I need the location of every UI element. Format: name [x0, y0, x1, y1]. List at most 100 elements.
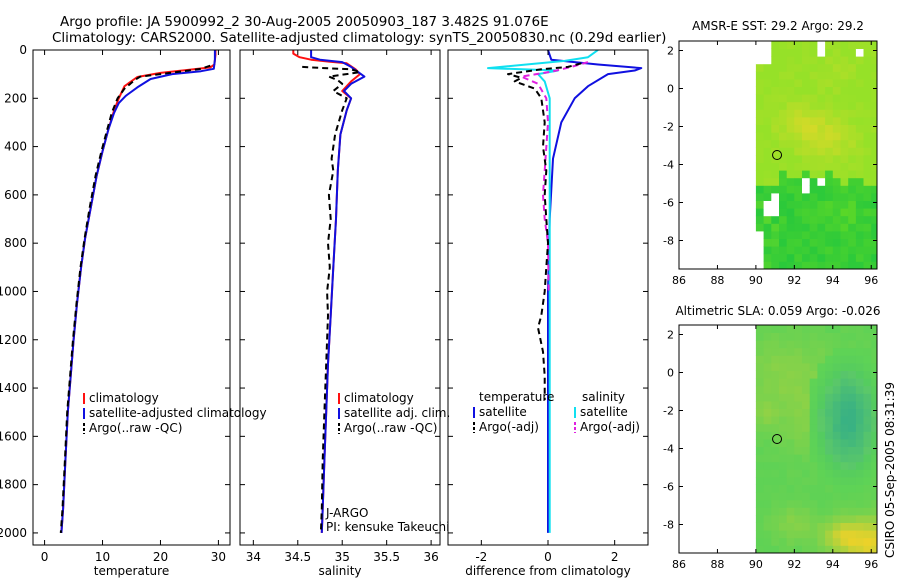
sst_map-cell — [832, 155, 841, 163]
sla_map-cell — [809, 431, 818, 440]
sla_map-cell — [755, 537, 764, 546]
sla_map-cell — [802, 507, 811, 516]
sla_map-cell — [825, 340, 834, 349]
sst_map-cell — [825, 155, 834, 163]
sst_map-cell — [802, 185, 811, 194]
sst_map-cell — [802, 63, 811, 72]
sst_map-cell — [855, 162, 864, 171]
sst_map-cell — [794, 215, 803, 224]
depth-tick-label: 2000 — [0, 526, 27, 540]
sla_map-cell — [779, 347, 788, 356]
sst_map-cell — [817, 147, 826, 156]
sst_map-cell — [840, 109, 849, 118]
sst_map-cell — [794, 109, 803, 118]
sst_map-cell — [809, 200, 818, 209]
sla_map-cell — [786, 408, 795, 417]
salinity-xlabel: salinity — [318, 564, 361, 578]
sla_map-cell — [817, 439, 826, 447]
sst_map-cell — [809, 71, 818, 80]
difference-legend-entry: satellite — [580, 405, 628, 419]
sla_map-cell — [763, 537, 772, 546]
sla_map-cell — [755, 507, 764, 516]
sla_map-cell — [855, 370, 864, 379]
sst_map-cell — [809, 177, 818, 186]
depth-tick-label: 0 — [19, 43, 27, 57]
sst_map-cell — [794, 177, 803, 186]
sla_map-cell — [755, 385, 764, 394]
sla_map-cell — [771, 431, 780, 440]
sst_map-cell — [855, 185, 864, 194]
sla_map-cell — [863, 385, 872, 394]
sst_map-cell — [786, 261, 795, 269]
sst_map-cell — [779, 101, 788, 110]
sla_map-cell — [809, 522, 818, 531]
sst_map-cell — [755, 193, 764, 201]
sla_map-cell — [825, 378, 834, 387]
sst_map-cell — [794, 86, 803, 95]
temperature-series-0 — [60, 50, 217, 533]
sst_map-cell — [840, 132, 849, 141]
sla_map-cell — [855, 454, 864, 463]
temperature-xtick-label: 0 — [41, 550, 49, 564]
sst_map-cell — [863, 162, 872, 171]
sst_map-cell — [809, 63, 818, 72]
sst_map-cell — [786, 147, 795, 156]
sst_map-cell — [809, 86, 818, 95]
sla_map-cell — [840, 355, 849, 364]
sst_map-cell — [871, 215, 877, 224]
sla_map-cell — [855, 378, 864, 387]
sla_map-cell — [848, 484, 857, 493]
sla_map-cell — [863, 378, 872, 387]
sla_map-cell — [794, 401, 803, 409]
sla_map-cell — [825, 461, 834, 470]
sla_map-cell — [755, 469, 764, 478]
sst_map-cell — [832, 109, 841, 118]
sla_map-cell — [825, 492, 834, 501]
temperature-xtick-label: 10 — [95, 550, 110, 564]
sst_map-cell — [832, 48, 841, 57]
sst_map-cell — [817, 109, 826, 118]
sst_map-cell — [840, 208, 849, 217]
sst_map-cell — [771, 79, 780, 87]
sst_map-cell — [794, 41, 803, 49]
sla_map-cell — [786, 423, 795, 432]
sst_map-cell — [771, 231, 780, 239]
sst_map-cell — [786, 48, 795, 57]
sla_map-cell — [848, 492, 857, 501]
sla_map-cell — [863, 370, 872, 379]
sla_map-cell — [863, 325, 872, 333]
sst_map-cell — [786, 253, 795, 262]
sla_map-cell — [825, 423, 834, 432]
sla_map-cell — [802, 401, 811, 409]
sla_map-cell — [771, 522, 780, 531]
sst_map-cell — [855, 117, 864, 125]
sla_map-cell — [779, 484, 788, 493]
sst_map-cell — [840, 246, 849, 255]
difference-xtick-label: 2 — [611, 550, 619, 564]
sla_map-cell — [779, 416, 788, 425]
sla_map-cell — [855, 507, 864, 516]
sst_map-cell — [840, 41, 849, 49]
sst_map-cell — [755, 79, 764, 87]
sst_map-cell — [871, 63, 877, 72]
sst_map-cell — [763, 261, 772, 269]
sst_map-cell — [848, 177, 857, 186]
sla_map-cell — [832, 347, 841, 356]
sla_map-cell — [779, 401, 788, 409]
sst_map-cell — [771, 170, 780, 179]
sst_map-cell — [802, 139, 811, 148]
sst_map-cell — [840, 63, 849, 72]
sst_map-cell — [863, 223, 872, 232]
difference-series-2 — [520, 61, 589, 292]
sst_map-cell — [863, 117, 872, 125]
sla_map-cell — [817, 537, 826, 546]
sla_map-cell — [817, 446, 826, 455]
sla_map-cell — [840, 446, 849, 455]
sst_map-cell — [802, 71, 811, 80]
salinity-xtick-label: 36 — [423, 550, 438, 564]
sla_map-cell — [763, 408, 772, 417]
sst_map-cell — [779, 147, 788, 156]
sst_map-cell — [832, 223, 841, 232]
sst_map-cell — [817, 41, 826, 49]
